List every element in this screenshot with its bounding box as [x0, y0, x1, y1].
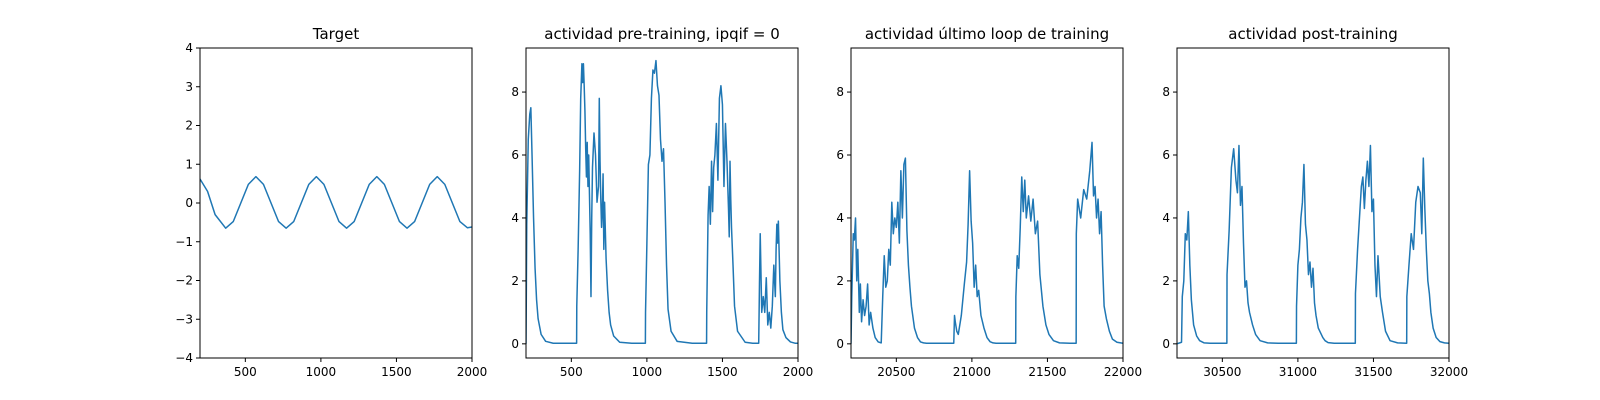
x-tick-label: 500 — [560, 365, 583, 379]
y-tick-label: 0 — [511, 337, 519, 351]
x-tick-label: 30500 — [1203, 365, 1241, 379]
series-line — [1177, 144, 1449, 345]
subplot-3: 20500 21000 21500 22000 0 2 4 6 8 actividad últim… — [836, 25, 1142, 379]
y-tick-label: 3 — [185, 80, 193, 94]
y-tick-label: −1 — [175, 235, 193, 249]
y-tick-label: 6 — [1162, 148, 1170, 162]
x-tick-label: 1000 — [306, 365, 337, 379]
subplot-title: actividad post-training — [1228, 25, 1397, 43]
axes-frame — [850, 47, 1124, 359]
y-tick-label: 2 — [836, 274, 844, 288]
x-tick-label: 500 — [234, 365, 257, 379]
x-tick-label: 1000 — [632, 365, 663, 379]
x-tick-label: 21500 — [1028, 365, 1066, 379]
y-tick-label: 4 — [1162, 211, 1170, 225]
x-tick-label: 1500 — [381, 365, 412, 379]
y-tick-label: 0 — [185, 196, 193, 210]
x-tick-label: 32000 — [1430, 365, 1468, 379]
series-line — [851, 141, 1123, 344]
y-tick-label: 4 — [185, 41, 193, 55]
subplot-title: actividad último loop de training — [865, 25, 1109, 43]
subplot-2: 500 1000 1500 2000 0 2 4 6 8 actividad pre-traini… — [511, 25, 813, 379]
axes-frame — [525, 47, 799, 359]
y-tick-label: 8 — [836, 85, 844, 99]
y-tick-label: −3 — [175, 312, 193, 326]
y-tick-label: 4 — [511, 211, 519, 225]
series-line — [200, 175, 472, 229]
subplot-1: 500 1000 1500 2000 −4 −3 −2 −1 0 1 2 3 4 Target — [175, 25, 487, 379]
y-tick-label: 0 — [836, 337, 844, 351]
subplot-title: Target — [312, 25, 360, 43]
x-tick-label: 2000 — [783, 365, 814, 379]
y-tick-label: 2 — [185, 119, 193, 133]
subplot-title: actividad pre-training, ipqif = 0 — [544, 25, 780, 43]
y-tick-label: −2 — [175, 274, 193, 288]
x-tick-label: 21000 — [953, 365, 991, 379]
y-tick-label: 1 — [185, 157, 193, 171]
axes-frame — [1176, 47, 1450, 359]
y-tick-label: 2 — [1162, 274, 1170, 288]
y-tick-label: 2 — [511, 274, 519, 288]
series-line — [526, 59, 798, 344]
y-tick-label: 4 — [836, 211, 844, 225]
y-tick-label: 8 — [511, 85, 519, 99]
x-tick-label: 2000 — [457, 365, 488, 379]
x-tick-label: 22000 — [1104, 365, 1142, 379]
y-tick-label: 0 — [1162, 337, 1170, 351]
y-tick-label: 6 — [511, 148, 519, 162]
y-tick-label: 6 — [836, 148, 844, 162]
x-tick-label: 31000 — [1279, 365, 1317, 379]
x-tick-label: 1500 — [707, 365, 738, 379]
y-tick-label: −4 — [175, 351, 193, 365]
y-tick-label: 8 — [1162, 85, 1170, 99]
x-tick-label: 31500 — [1354, 365, 1392, 379]
x-tick-label: 20500 — [877, 365, 915, 379]
subplot-4: 30500 31000 31500 32000 0 2 4 6 8 actividad post-… — [1162, 25, 1468, 379]
